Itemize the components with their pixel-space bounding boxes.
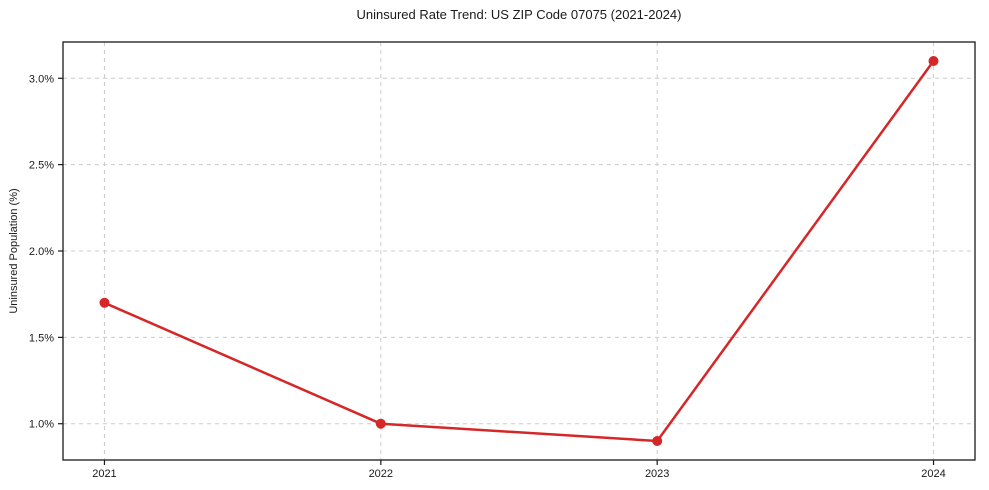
x-tick-label: 2023 [645,468,669,480]
data-point-2023 [652,436,663,446]
y-tick-label: 3.0% [29,73,54,85]
trend-line [103,59,935,443]
y-tick-label: 2.0% [29,246,54,258]
data-point-2021 [99,297,110,308]
y-tick-label: 1.5% [29,332,54,344]
y-tick-label: 2.5% [29,160,54,172]
data-point-2024 [928,56,939,66]
chart-title: Uninsured Rate Trend: US ZIP Code 07075 … [356,7,682,22]
x-tick-label: 2022 [369,468,393,480]
x-tick-label: 2024 [921,468,945,480]
y-tick-label: 1.0% [29,419,54,431]
x-tick-label: 2021 [92,468,116,480]
data-point-2022 [375,418,386,429]
